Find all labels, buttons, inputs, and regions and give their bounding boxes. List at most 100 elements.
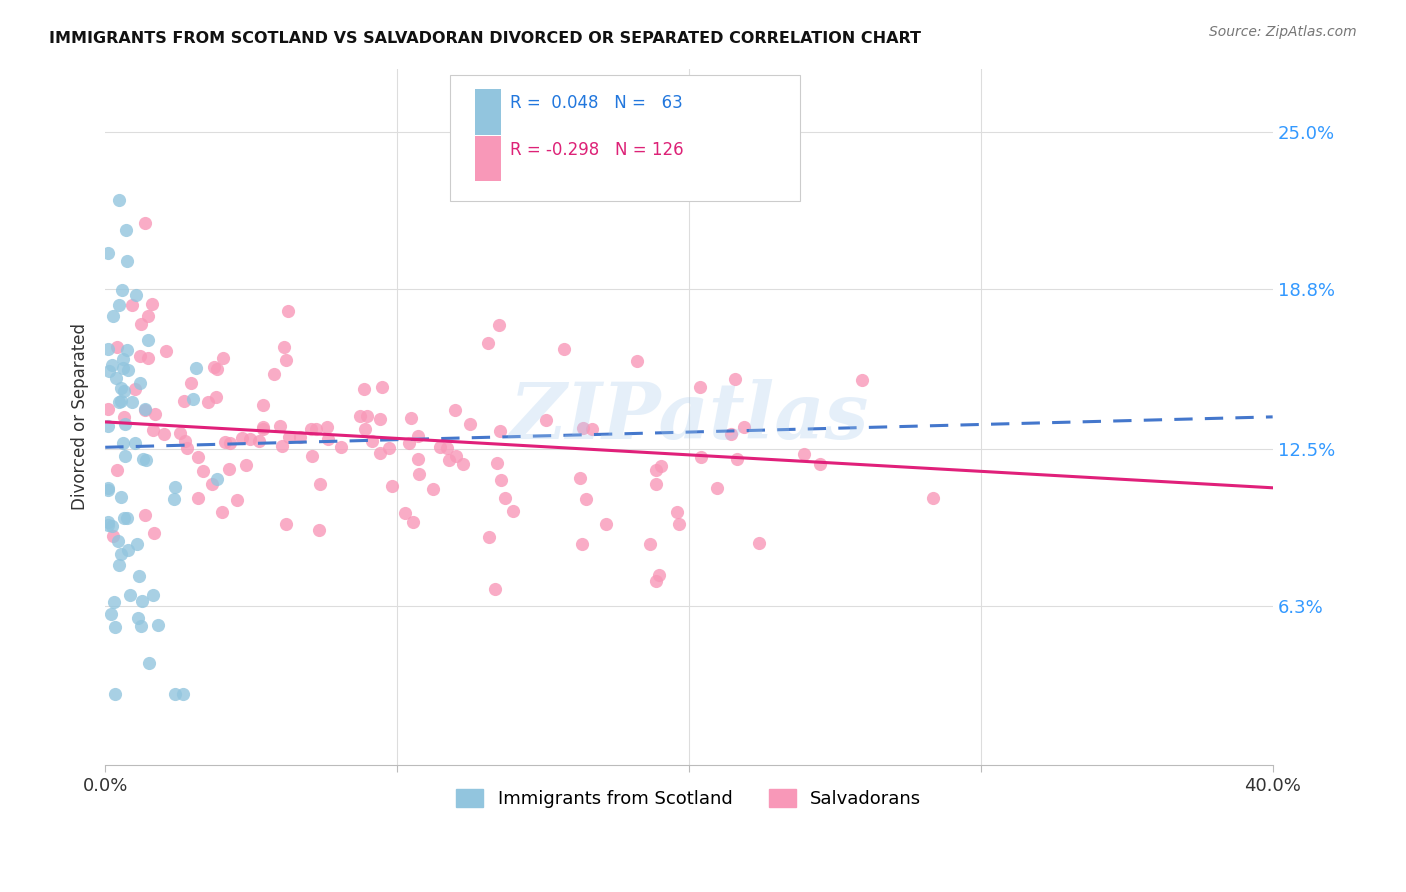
Text: R = -0.298   N = 126: R = -0.298 N = 126	[510, 141, 683, 159]
Point	[269, 418, 291, 433]
Point	[273, 340, 295, 354]
Point	[107, 533, 129, 548]
Point	[353, 382, 375, 396]
Point	[689, 380, 711, 394]
Point	[453, 458, 475, 472]
Point	[218, 462, 240, 476]
Point	[299, 422, 322, 436]
Point	[205, 472, 228, 486]
Point	[142, 424, 165, 438]
Point	[165, 480, 187, 494]
Point	[569, 471, 592, 485]
Point	[436, 442, 458, 456]
Point	[502, 504, 524, 518]
Point	[97, 515, 120, 529]
Point	[112, 384, 135, 398]
Point	[406, 429, 429, 443]
FancyBboxPatch shape	[475, 136, 501, 181]
Point	[141, 297, 163, 311]
Point	[104, 687, 127, 701]
Text: Source: ZipAtlas.com: Source: ZipAtlas.com	[1209, 25, 1357, 39]
Point	[100, 607, 122, 622]
Point	[371, 380, 394, 394]
Point	[127, 537, 149, 551]
Point	[626, 354, 648, 368]
Point	[134, 216, 156, 230]
Point	[276, 517, 298, 532]
Point	[129, 619, 152, 633]
Point	[706, 481, 728, 495]
Point	[793, 447, 815, 461]
Point	[136, 310, 159, 324]
Point	[111, 361, 134, 376]
Point	[134, 403, 156, 417]
Point	[176, 442, 198, 456]
Point	[349, 409, 371, 423]
Point	[252, 421, 274, 435]
Point	[429, 440, 451, 454]
Text: R =  0.048   N =   63: R = 0.048 N = 63	[510, 94, 683, 112]
Point	[381, 479, 404, 493]
Point	[114, 449, 136, 463]
Point	[308, 524, 330, 538]
Point	[181, 392, 204, 407]
Point	[444, 449, 467, 463]
Point	[103, 595, 125, 609]
Point	[271, 439, 294, 453]
Point	[595, 516, 617, 531]
Point	[142, 589, 165, 603]
Point	[114, 417, 136, 431]
Point	[121, 395, 143, 409]
Point	[124, 436, 146, 450]
Point	[301, 449, 323, 463]
Point	[101, 358, 124, 372]
Point	[97, 483, 120, 497]
Point	[356, 409, 378, 424]
Point	[169, 425, 191, 440]
Point	[115, 253, 138, 268]
Point	[125, 288, 148, 302]
Point	[219, 436, 242, 450]
Point	[127, 611, 149, 625]
Point	[118, 588, 141, 602]
Point	[690, 450, 713, 464]
Point	[485, 456, 508, 470]
Point	[422, 483, 444, 497]
Point	[110, 394, 132, 409]
Point	[101, 310, 124, 324]
Point	[108, 298, 131, 312]
Point	[581, 422, 603, 436]
Point	[378, 442, 401, 456]
Point	[211, 505, 233, 519]
Point	[136, 333, 159, 347]
Point	[644, 463, 666, 477]
Point	[478, 531, 501, 545]
Point	[644, 477, 666, 491]
Point	[135, 453, 157, 467]
Point	[665, 505, 688, 519]
Point	[97, 246, 120, 260]
Y-axis label: Divorced or Separated: Divorced or Separated	[72, 324, 89, 510]
Point	[187, 450, 209, 464]
Point	[553, 343, 575, 357]
Point	[105, 462, 128, 476]
Point	[117, 543, 139, 558]
Point	[489, 424, 512, 438]
Point	[477, 336, 499, 351]
Point	[138, 657, 160, 671]
Point	[107, 395, 129, 409]
Point	[252, 398, 274, 412]
Point	[112, 352, 135, 367]
Point	[484, 582, 506, 596]
Point	[155, 344, 177, 359]
Point	[124, 382, 146, 396]
Point	[329, 440, 352, 454]
Point	[111, 283, 134, 297]
Point	[922, 491, 945, 506]
Point	[214, 434, 236, 449]
Point	[112, 410, 135, 425]
Point	[315, 420, 337, 434]
Point	[143, 526, 166, 541]
Point	[115, 511, 138, 525]
Point	[534, 413, 557, 427]
